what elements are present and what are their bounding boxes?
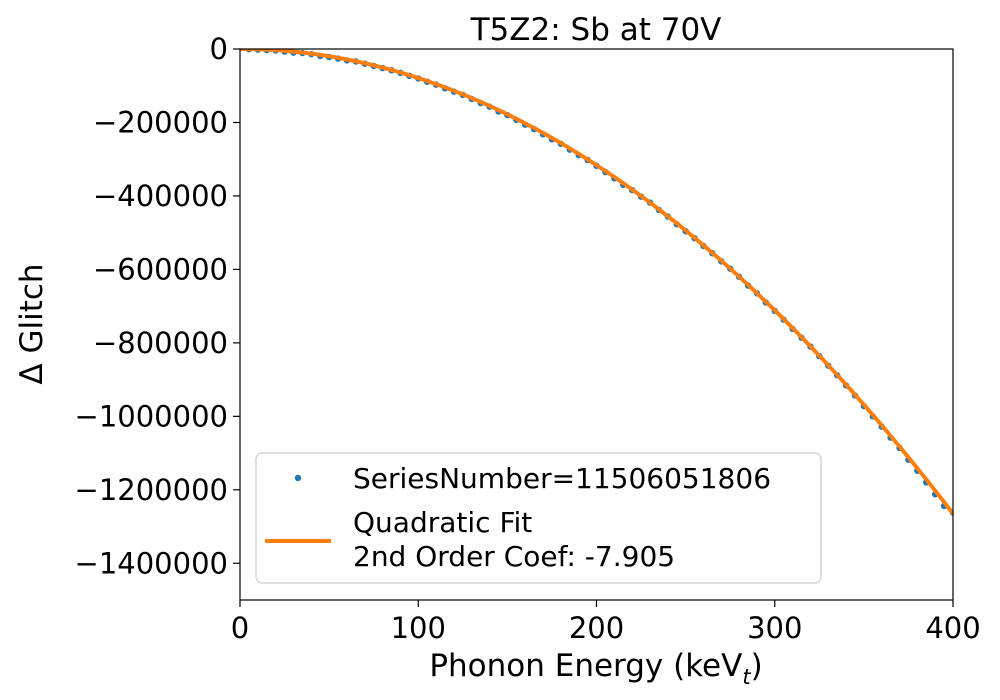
chart-title: T5Z2: Sb at 70V xyxy=(470,12,722,48)
x-tick-label: 100 xyxy=(391,611,446,645)
y-tick-label: −800000 xyxy=(93,326,228,360)
x-axis: 0 100 200 300 400 xyxy=(231,600,981,645)
x-tick-label: 300 xyxy=(747,611,802,645)
y-tick-label: 0 xyxy=(210,32,228,66)
y-tick-label: −400000 xyxy=(93,179,228,213)
legend-box xyxy=(255,452,822,584)
x-tick-label: 200 xyxy=(569,611,624,645)
y-tick-label: −1400000 xyxy=(75,546,228,580)
y-tick-label: −1000000 xyxy=(75,399,228,433)
fit-line xyxy=(240,49,953,515)
legend-label-fit: Quadratic Fit xyxy=(353,506,532,539)
x-axis-label: Phonon Energy (keVt) xyxy=(429,648,762,689)
y-axis-label: Δ Glitch xyxy=(14,263,50,384)
y-axis: 0 −200000 −400000 −600000 −800000 −1000000 −12… xyxy=(75,32,240,580)
legend: SeriesNumber=11506051806 Quadratic Fit 2… xyxy=(255,452,822,584)
y-tick-label: −600000 xyxy=(93,252,228,286)
legend-marker-scatter xyxy=(294,474,302,482)
x-tick-label: 400 xyxy=(925,611,980,645)
y-tick-label: −200000 xyxy=(93,105,228,139)
x-tick-label: 0 xyxy=(231,611,249,645)
legend-label-scatter: SeriesNumber=11506051806 xyxy=(353,462,771,495)
legend-label-fit-coef: 2nd Order Coef: -7.905 xyxy=(353,540,675,573)
series-layer xyxy=(240,49,953,516)
scatter-series xyxy=(245,49,953,516)
y-tick-label: −1200000 xyxy=(75,473,228,507)
